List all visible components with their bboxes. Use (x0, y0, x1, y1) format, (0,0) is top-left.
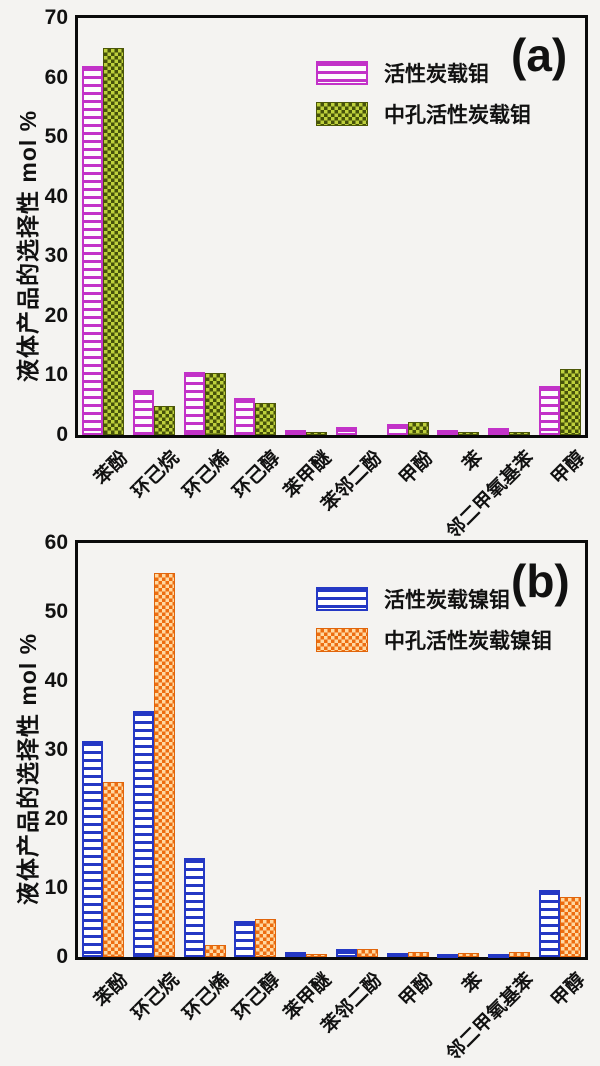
legend-item-b1: 活性炭载镍钼 (316, 584, 552, 614)
bar-活性炭载镍钼-苯酚 (82, 741, 104, 957)
legend-item-a2: 中孔活性炭载钼 (316, 99, 531, 129)
y-tick-label-a-0: 0 (56, 423, 68, 446)
legend-label-b2: 中孔活性炭载镍钼 (384, 630, 552, 653)
panel-label-b: (b) (511, 555, 570, 607)
x-tick-label-b-环己烯: 环己烯 (178, 969, 235, 1025)
bar-中孔活性炭载镍钼-苯 (458, 952, 480, 957)
y-tick-label-a-70: 70 (44, 6, 68, 29)
y-tick-label-a-20: 20 (44, 303, 68, 327)
bar-活性炭载钼-苯 (437, 430, 459, 435)
y-tick-label-b-40: 40 (44, 669, 68, 692)
legend-label-a2: 中孔活性炭载钼 (384, 104, 531, 127)
x-tick-label-a-邻二甲氧基苯: 邻二甲氧基苯 (442, 447, 539, 544)
bar-活性炭载钼-环己醇 (234, 398, 256, 435)
y-tick-label-a-50: 50 (44, 125, 68, 149)
bar-活性炭载钼-环己烷 (133, 389, 155, 435)
green-checker-swatch-icon (316, 102, 368, 126)
bar-活性炭载镍钼-苯邻二酚 (335, 948, 357, 957)
blue-stripes-swatch-icon (316, 587, 368, 611)
bar-活性炭载镍钼-苯甲醚 (285, 952, 307, 957)
legend-label-b1: 活性炭载镍钼 (384, 589, 510, 612)
legend-a: 活性炭载钼 中孔活性炭载钼 (316, 58, 531, 140)
bar-活性炭载镍钼-环己烷 (133, 710, 155, 957)
y-tick-label-b-60: 60 (44, 531, 68, 554)
bar-活性炭载镍钼-甲醇 (538, 890, 560, 957)
bar-中孔活性炭载钼-甲酚 (407, 422, 429, 435)
y-tick-label-b-30: 30 (44, 738, 68, 761)
x-tick-label-b-邻二甲氧基苯: 邻二甲氧基苯 (442, 969, 539, 1066)
plot-area-b (75, 540, 588, 960)
bar-活性炭载镍钼-苯 (437, 954, 459, 958)
x-tick-label-b-环己醇: 环己醇 (229, 969, 285, 1025)
bar-活性炭载钼-环己烯 (183, 371, 205, 435)
bar-中孔活性炭载镍钼-苯酚 (103, 781, 125, 957)
bar-中孔活性炭载钼-环己烷 (154, 405, 176, 435)
bar-中孔活性炭载钼-邻二甲氧基苯 (508, 432, 530, 435)
bar-活性炭载镍钼-甲酚 (386, 953, 408, 958)
x-tick-label-a-甲醇: 甲醇 (547, 447, 590, 490)
bar-活性炭载镍钼-邻二甲氧基苯 (487, 953, 509, 958)
x-tick-label-a-环己烷: 环己烷 (128, 447, 184, 503)
x-tick-label-b-苯: 苯 (459, 969, 488, 998)
x-tick-label-a-环己烯: 环己烯 (178, 447, 235, 503)
bar-活性炭载镍钼-环己醇 (234, 921, 256, 957)
y-tick-label-a-30: 30 (44, 244, 68, 268)
bar-中孔活性炭载钼-苯酚 (103, 47, 125, 435)
bar-中孔活性炭载镍钼-苯邻二酚 (356, 949, 378, 957)
x-tick-label-a-苯: 苯 (459, 447, 488, 476)
bar-中孔活性炭载镍钼-邻二甲氧基苯 (508, 952, 530, 957)
bar-中孔活性炭载钼-环己醇 (255, 403, 277, 435)
orange-checker-swatch-icon (316, 628, 368, 652)
bar-活性炭载钼-苯邻二酚 (335, 426, 357, 435)
bar-活性炭载钼-苯甲醚 (285, 429, 307, 435)
bar-中孔活性炭载镍钼-环己烯 (204, 945, 226, 957)
x-tick-label-a-甲酚: 甲酚 (395, 447, 437, 490)
legend-item-a1: 活性炭载钼 (316, 58, 531, 88)
legend-item-b2: 中孔活性炭载镍钼 (316, 625, 552, 655)
y-tick-label-b-20: 20 (44, 807, 68, 830)
bar-中孔活性炭载镍钼-甲酚 (407, 952, 429, 957)
bar-活性炭载钼-甲酚 (386, 423, 408, 435)
x-tick-label-a-环己醇: 环己醇 (229, 447, 285, 503)
bar-中孔活性炭载镍钼-环己烷 (154, 573, 176, 957)
bar-中孔活性炭载钼-环己烯 (204, 373, 226, 435)
legend-label-a1: 活性炭载钼 (384, 63, 489, 86)
bar-活性炭载钼-邻二甲氧基苯 (487, 428, 509, 435)
bar-活性炭载钼-苯酚 (82, 65, 104, 435)
bar-中孔活性炭载镍钼-苯甲醚 (306, 953, 328, 957)
y-tick-label-b-10: 10 (44, 876, 68, 899)
x-tick-label-b-甲酚: 甲酚 (395, 969, 437, 1012)
bar-中孔活性炭载钼-苯 (458, 432, 480, 435)
legend-b: 活性炭载镍钼 中孔活性炭载镍钼 (316, 584, 552, 666)
y-tick-label-a-60: 60 (44, 65, 68, 89)
bar-中孔活性炭载镍钼-甲醇 (559, 896, 581, 957)
x-tick-label-b-甲醇: 甲醇 (547, 969, 590, 1012)
bar-活性炭载镍钼-环己烯 (183, 858, 205, 957)
x-tick-label-b-环己烷: 环己烷 (128, 969, 184, 1025)
y-tick-label-b-0: 0 (56, 945, 68, 968)
y-tick-label-a-10: 10 (44, 363, 68, 387)
bar-活性炭载钼-甲醇 (538, 385, 560, 435)
plot-area-a (75, 15, 588, 438)
y-tick-label-a-40: 40 (44, 184, 68, 208)
y-tick-label-b-50: 50 (44, 600, 68, 623)
panel-label-a: (a) (511, 29, 568, 81)
bar-中孔活性炭载钼-苯甲醚 (306, 432, 328, 435)
magenta-stripes-swatch-icon (316, 61, 368, 85)
bar-中孔活性炭载镍钼-环己醇 (255, 919, 277, 957)
bar-中孔活性炭载钼-甲醇 (559, 369, 581, 435)
